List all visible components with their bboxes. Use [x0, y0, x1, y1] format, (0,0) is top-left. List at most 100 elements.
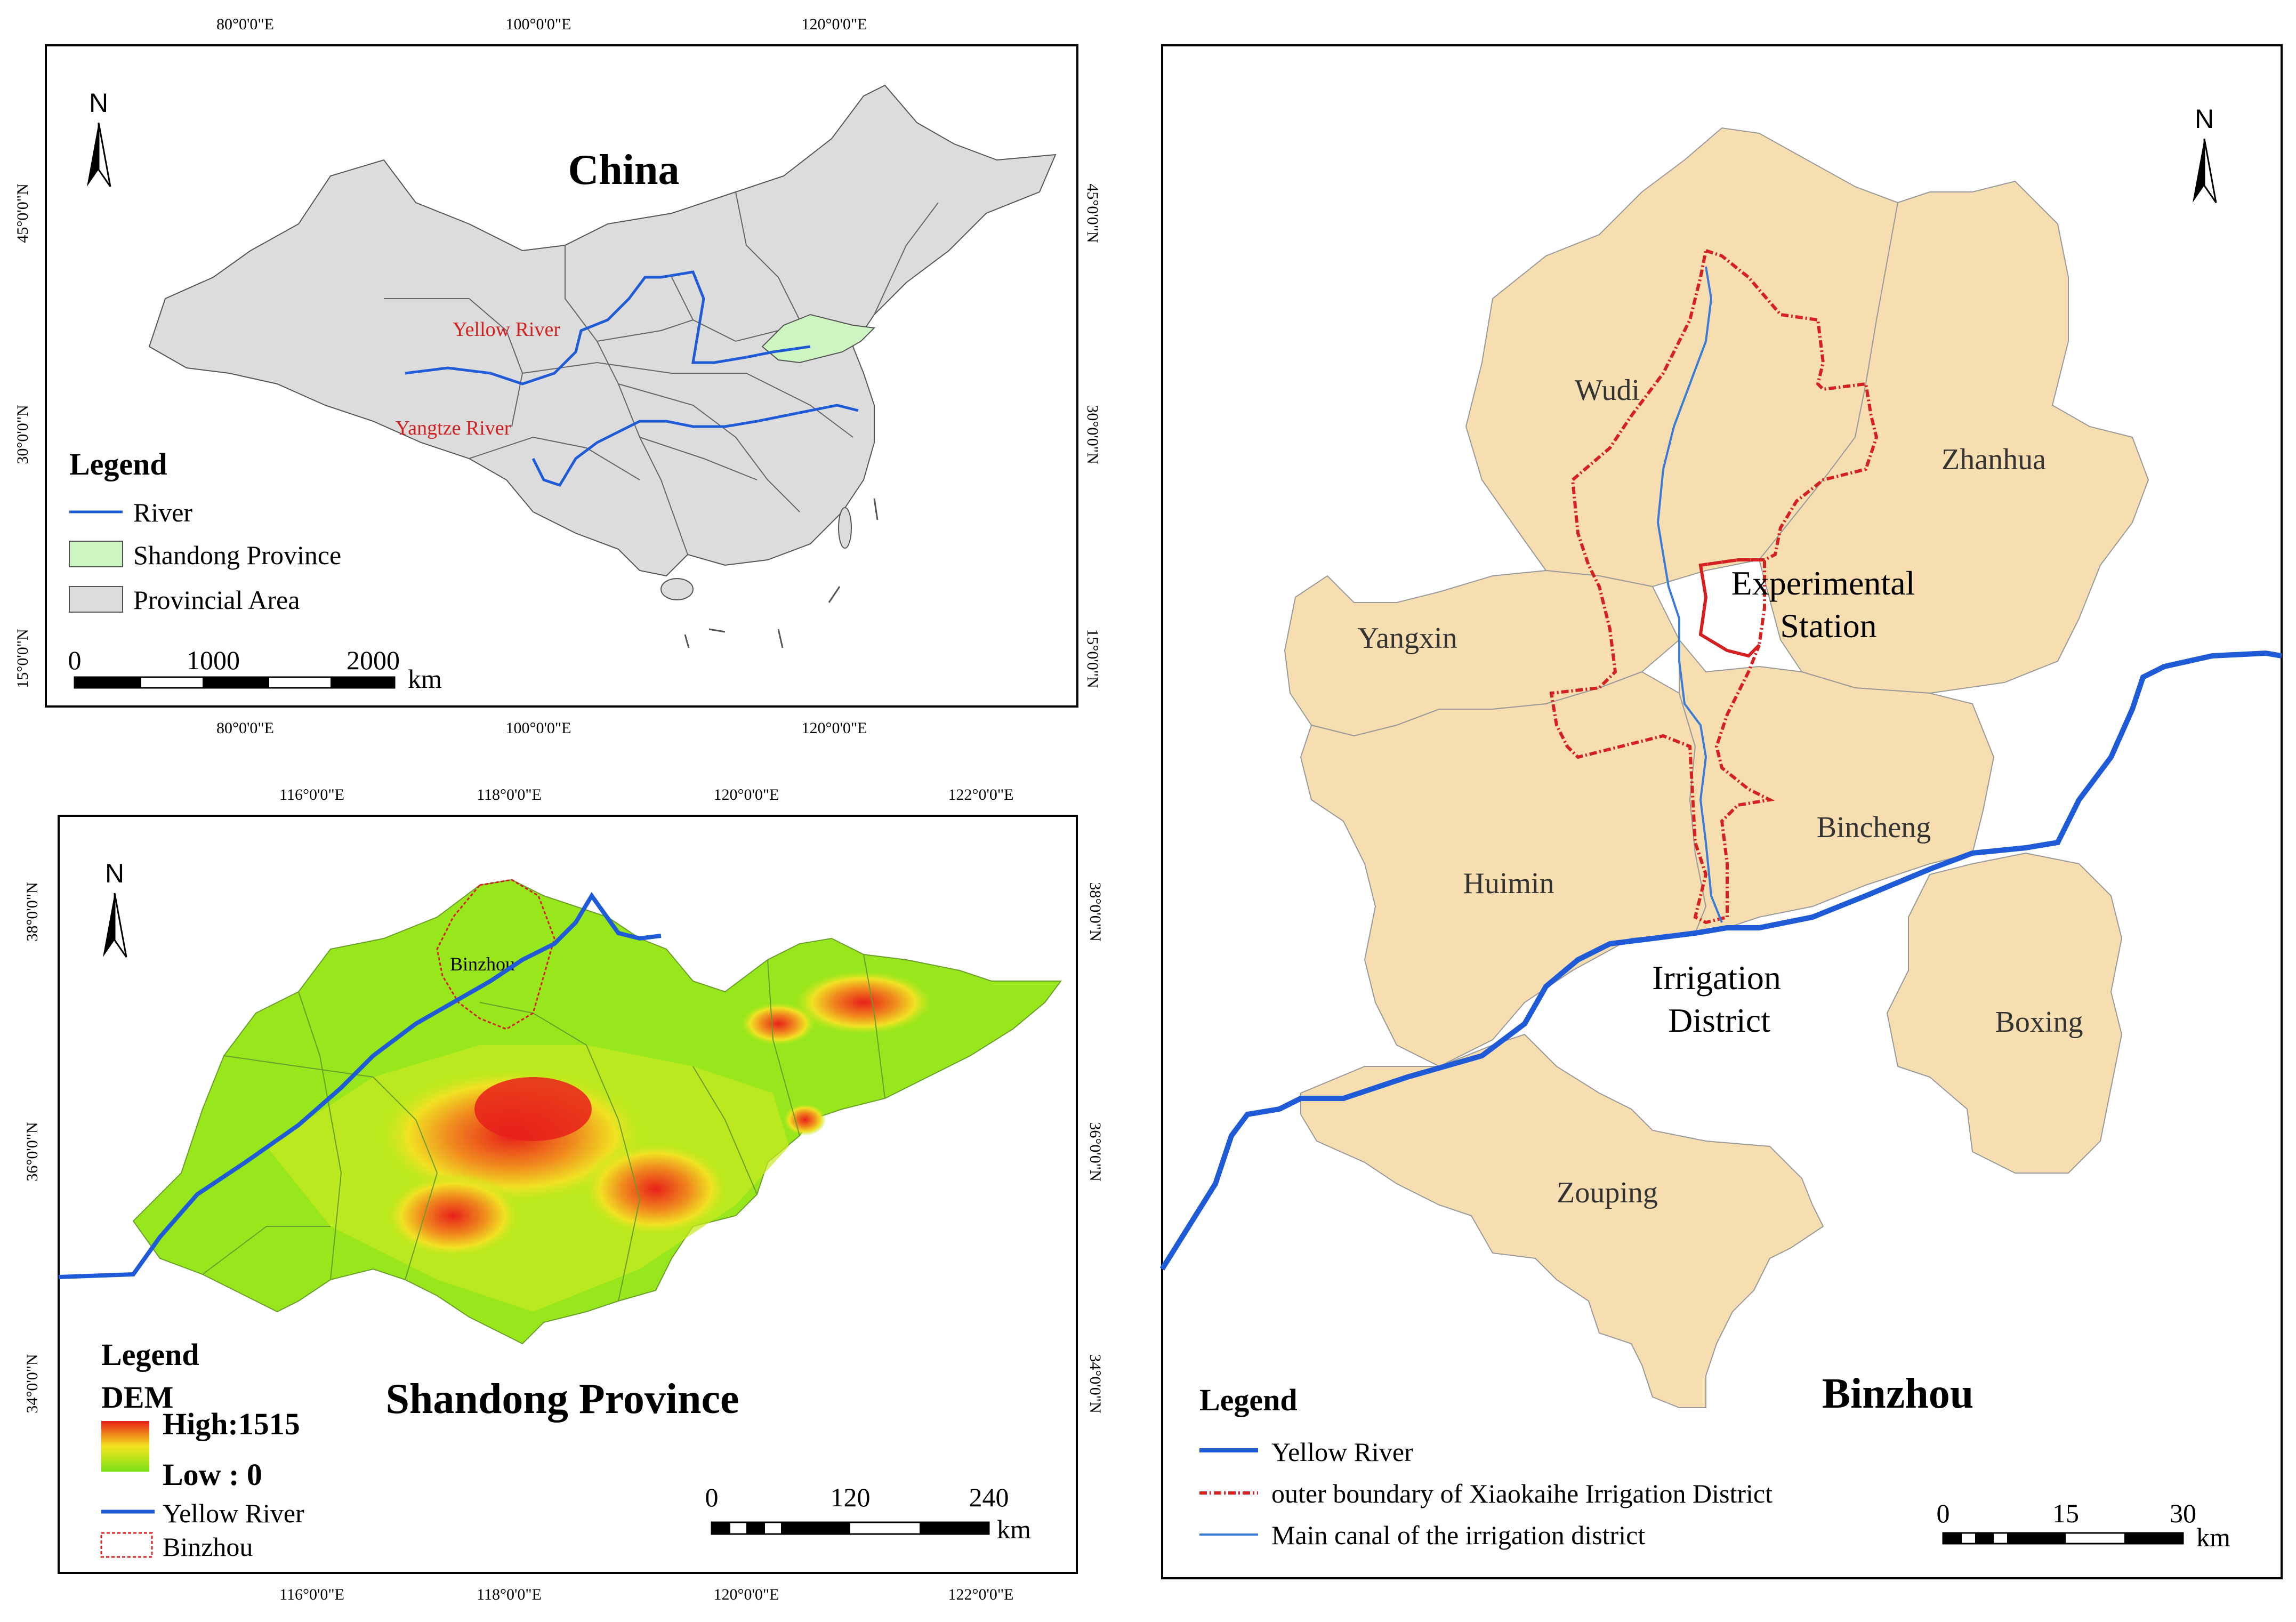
scale-label: 0 — [705, 1482, 719, 1512]
legend-item: Main canal of the irrigation district — [1271, 1520, 1645, 1550]
tick-label: 36°0'0"N — [23, 1122, 41, 1181]
county-label-yangxin: Yangxin — [1357, 622, 1457, 655]
china-map-frame — [45, 44, 1078, 708]
tick-label: 34°0'0"N — [23, 1354, 41, 1413]
yangtze-river-label: Yangtze River — [396, 417, 511, 439]
china-north-arrow: N — [86, 88, 111, 188]
china-left-ticks: 45°0'0"N 30°0'0"N 15°0'0"N — [14, 183, 31, 688]
tick-label: 100°0'0"E — [506, 719, 571, 737]
legend-item: Shandong Province — [133, 540, 341, 570]
shandong-dem-highland — [384, 1173, 522, 1258]
binzhou-map-title: Binzhou — [1822, 1370, 1974, 1417]
shandong-top-ticks: 116°0'0"E 118°0'0"E 120°0'0"E 122°0'0"E — [279, 786, 1013, 804]
legend-swatch-province — [69, 586, 123, 613]
shandong-dem-peak — [474, 1077, 592, 1141]
scale-label: 0 — [1937, 1498, 1950, 1528]
legend-item: Yellow River — [163, 1498, 304, 1528]
scale-unit: km — [408, 664, 442, 694]
binzhou-map-panel: Wudi Zhanhua Yangxin Huimin Bincheng Box… — [1159, 44, 2283, 1579]
shandong-dem-highland — [581, 1141, 730, 1237]
county-bincheng — [1679, 638, 1995, 934]
shandong-scale-bar: 0 120 240 km — [705, 1482, 1032, 1544]
shandong-dem-highland — [741, 1002, 816, 1045]
tick-label: 30°0'0"N — [1084, 405, 1101, 464]
taiwan-island — [838, 507, 852, 549]
binzhou-outline — [436, 879, 555, 1030]
shandong-yellow-river — [58, 892, 662, 1279]
tick-label: 120°0'0"E — [802, 15, 867, 33]
legend-dem-heading: DEM — [101, 1380, 173, 1415]
scale-label: 240 — [969, 1482, 1009, 1512]
north-label: N — [105, 858, 124, 888]
tick-label: 80°0'0"E — [216, 719, 274, 737]
county-label-bincheng: Bincheng — [1817, 811, 1931, 844]
legend-dem-ramp — [101, 1421, 149, 1472]
scale-label: 120 — [831, 1482, 871, 1512]
tick-label: 38°0'0"N — [23, 882, 41, 941]
china-scale-bar: 0 1000 2000 km — [68, 645, 442, 694]
china-bottom-ticks: 80°0'0"E 100°0'0"E 120°0'0"E — [216, 719, 867, 737]
experimental-station-label-line1: Experimental — [1731, 564, 1915, 602]
tick-label: 38°0'0"N — [1086, 882, 1104, 941]
county-label-huimin: Huimin — [1463, 867, 1554, 900]
scale-label: 15 — [2052, 1498, 2079, 1528]
tick-label: 118°0'0"E — [477, 786, 542, 804]
scale-label: 1000 — [187, 645, 240, 675]
north-label: N — [2195, 104, 2214, 134]
irrigation-district-label-line2: District — [1668, 1001, 1770, 1039]
shandong-right-ticks: 38°0'0"N 36°0'0"N 34°0'0"N — [1086, 882, 1104, 1413]
north-label: N — [89, 88, 108, 118]
china-territory — [148, 84, 1057, 577]
shandong-dem-highland — [794, 970, 933, 1034]
county-label-zouping: Zouping — [1557, 1176, 1658, 1209]
china-top-ticks: 80°0'0"E 100°0'0"E 120°0'0"E — [216, 15, 867, 33]
china-map-title: China — [568, 147, 680, 194]
scale-unit: km — [997, 1514, 1031, 1544]
binzhou-north-arrow: N — [2192, 104, 2217, 204]
scale-label: 30 — [2170, 1498, 2196, 1528]
irrigation-district-station-boundary — [1698, 558, 1766, 658]
shandong-county-lines — [202, 954, 885, 1302]
binzhou-legend: Legend Yellow River outer boundary of Xi… — [1199, 1383, 1773, 1550]
experimental-station-label-line2: Station — [1780, 607, 1876, 645]
legend-item: River — [133, 497, 192, 527]
tick-label: 120°0'0"E — [714, 786, 779, 804]
main-canal-line — [1656, 266, 1723, 923]
legend-item: Provincial Area — [133, 585, 300, 615]
legend-dem-low: Low : 0 — [163, 1457, 262, 1492]
tick-label: 15°0'0"N — [1084, 629, 1101, 688]
legend-item: outer boundary of Xiaokaihe Irrigation D… — [1271, 1479, 1773, 1508]
legend-heading: Legend — [101, 1337, 199, 1372]
irrigation-district-boundary — [1549, 248, 1879, 925]
yellow-river-label: Yellow River — [453, 318, 560, 341]
shandong-map-title: Shandong Province — [385, 1376, 739, 1423]
binzhou-scale-bar: 0 15 30 km — [1937, 1498, 2231, 1552]
scale-unit: km — [2196, 1522, 2230, 1552]
legend-dem-high: High:1515 — [163, 1407, 300, 1441]
county-boxing — [1886, 852, 2123, 1174]
china-province-lines — [384, 191, 939, 555]
tick-label: 116°0'0"E — [279, 786, 344, 804]
tick-label: 122°0'0"E — [948, 1586, 1014, 1603]
tick-label: 120°0'0"E — [714, 1586, 779, 1603]
county-label-wudi: Wudi — [1575, 374, 1640, 407]
tick-label: 120°0'0"E — [802, 719, 867, 737]
county-label-zhanhua: Zhanhua — [1941, 443, 2046, 476]
shandong-map-panel: 116°0'0"E 118°0'0"E 120°0'0"E 122°0'0"E … — [23, 786, 1104, 1603]
county-zhanhua — [1758, 180, 2149, 694]
shandong-left-ticks: 38°0'0"N 36°0'0"N 34°0'0"N — [23, 882, 41, 1413]
legend-heading: Legend — [1199, 1383, 1298, 1417]
legend-swatch-shandong — [69, 541, 123, 567]
shandong-map-frame — [58, 815, 1078, 1574]
legend-item: Binzhou — [163, 1532, 253, 1562]
legend-swatch-binzhou — [100, 1532, 153, 1558]
legend-heading: Legend — [69, 447, 167, 481]
china-right-ticks: 45°0'0"N 30°0'0"N 15°0'0"N — [1084, 183, 1101, 688]
county-zouping — [1300, 1033, 1824, 1408]
tick-label: 118°0'0"E — [477, 1586, 542, 1603]
yangtze-river-line — [531, 404, 859, 487]
tick-label: 34°0'0"N — [1086, 1354, 1104, 1413]
shandong-dem-highland — [784, 1104, 826, 1136]
shandong-bottom-ticks: 116°0'0"E 118°0'0"E 120°0'0"E 122°0'0"E — [279, 1586, 1013, 1603]
china-legend: Legend River Shandong Province Provincia… — [69, 447, 341, 615]
